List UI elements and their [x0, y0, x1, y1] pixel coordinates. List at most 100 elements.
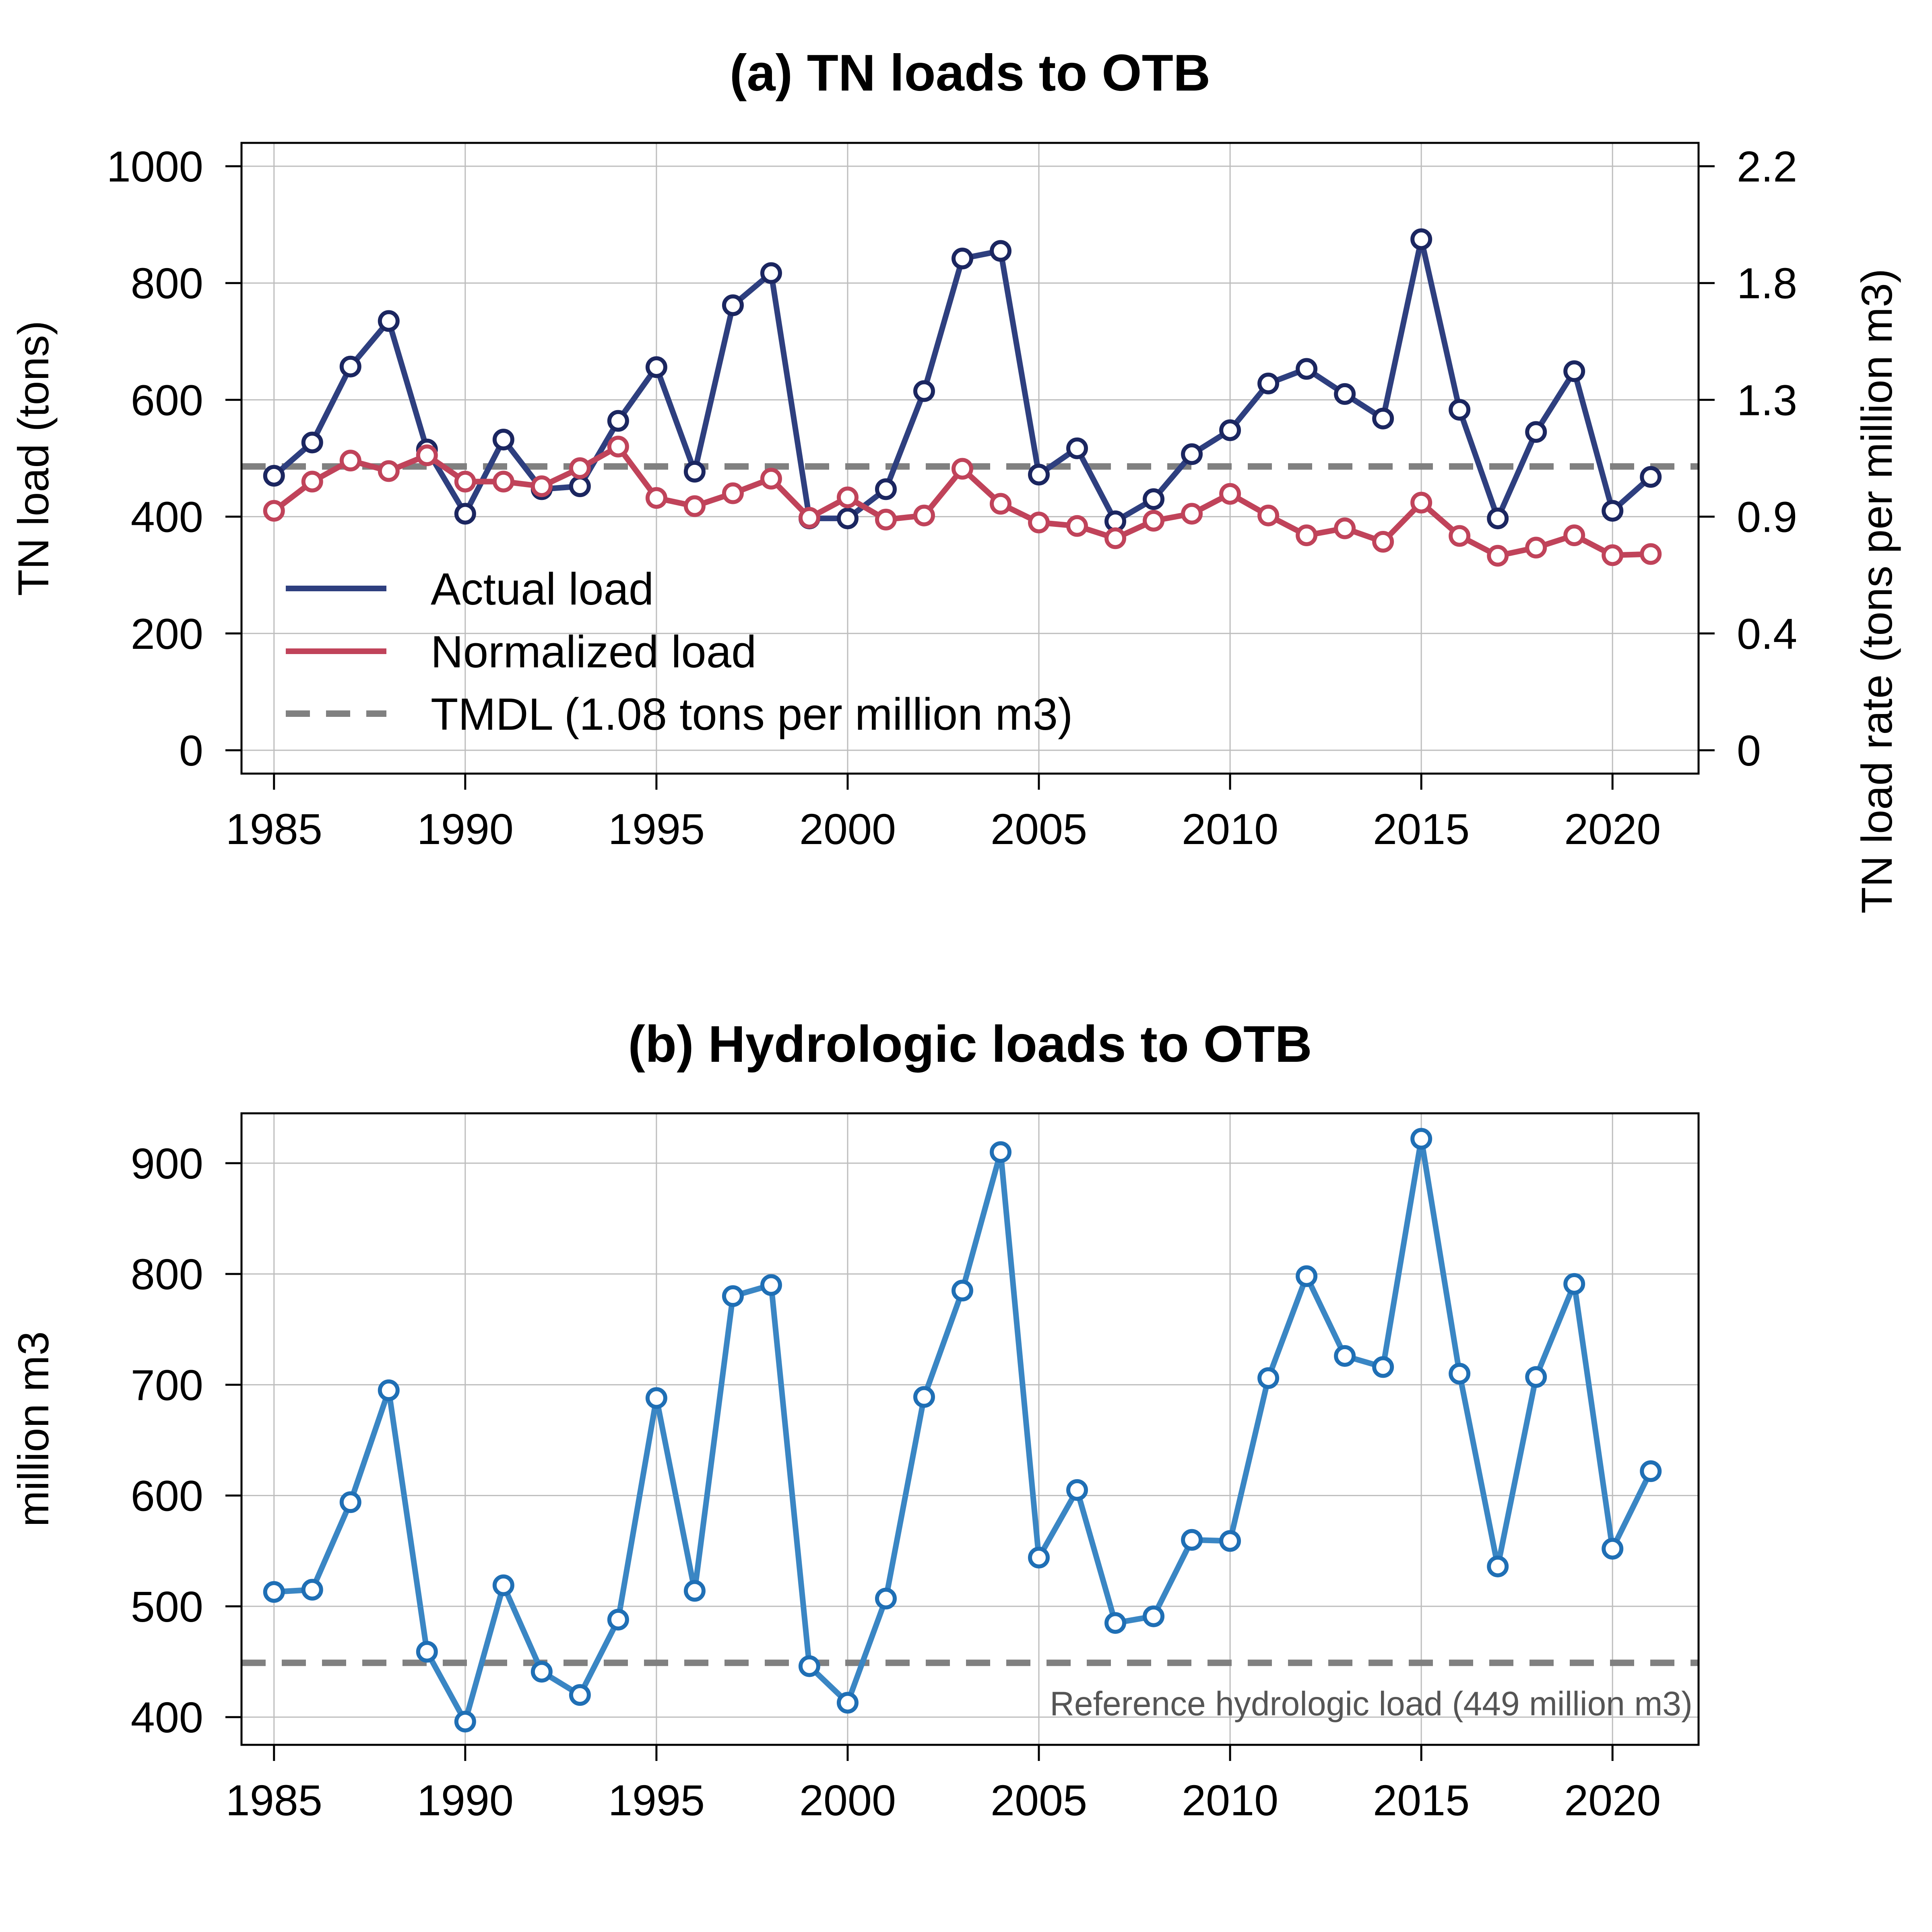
data-point	[836, 1692, 859, 1714]
x-tick-label: 1985	[226, 805, 322, 853]
data-point	[1334, 1345, 1356, 1367]
y-tick-label: 1000	[107, 142, 203, 191]
y-tick-label: 800	[131, 259, 203, 308]
data-point	[1525, 537, 1547, 559]
y2-tick-label: 1.8	[1737, 259, 1797, 308]
data-point	[607, 1608, 629, 1631]
y-tick-label: 600	[131, 376, 203, 424]
data-point	[454, 503, 476, 525]
data-point	[1563, 1273, 1585, 1295]
data-point	[1257, 504, 1280, 526]
data-point	[760, 1274, 782, 1296]
data-point	[798, 507, 820, 529]
y-tick-label: 900	[131, 1139, 203, 1188]
data-point	[569, 475, 591, 497]
data-point	[1449, 1362, 1471, 1385]
data-point	[1334, 383, 1356, 405]
x-tick-label: 2010	[1182, 1776, 1278, 1825]
y2-axis-label: TN load rate (tons per million m3)	[1852, 268, 1901, 914]
data-point	[645, 356, 667, 378]
data-point	[836, 507, 859, 529]
data-point	[1028, 1546, 1050, 1569]
data-point	[1487, 1555, 1509, 1577]
data-point	[530, 1661, 553, 1683]
chart-title: (a) TN loads to OTB	[730, 44, 1211, 102]
data-point	[1104, 1612, 1127, 1634]
data-point	[607, 410, 629, 432]
data-point	[1602, 500, 1624, 522]
data-point	[1640, 543, 1662, 565]
x-tick-label: 1985	[226, 1776, 322, 1825]
data-point	[1257, 1367, 1280, 1389]
data-point	[913, 504, 935, 526]
data-point	[1487, 507, 1509, 529]
data-point	[263, 500, 285, 522]
y-tick-label: 400	[131, 493, 203, 541]
data-point	[913, 380, 935, 402]
x-tick-label: 1990	[417, 805, 514, 853]
data-point	[722, 482, 744, 504]
data-point	[1257, 372, 1280, 394]
data-point	[1640, 466, 1662, 488]
data-point	[530, 475, 553, 497]
data-point	[378, 460, 400, 482]
data-point	[1296, 358, 1318, 380]
data-point	[1449, 525, 1471, 547]
data-point	[263, 1581, 285, 1603]
y2-tick-label: 2.2	[1737, 142, 1797, 191]
data-point	[875, 1587, 897, 1610]
data-point	[951, 458, 973, 480]
data-point	[1143, 488, 1165, 510]
data-point	[1525, 421, 1547, 443]
data-point	[798, 1655, 820, 1677]
data-point	[1028, 464, 1050, 486]
data-point	[1334, 517, 1356, 539]
x-tick-label: 2010	[1182, 805, 1278, 853]
chart-title: (b) Hydrologic loads to OTB	[628, 1016, 1312, 1073]
data-point	[722, 294, 744, 316]
data-point	[301, 431, 323, 454]
data-point	[1372, 407, 1394, 429]
data-point	[1181, 1529, 1203, 1551]
y-axis-label: TN load (tons)	[9, 320, 58, 596]
x-tick-label: 2020	[1564, 1776, 1661, 1825]
data-point	[1563, 524, 1585, 547]
data-point	[378, 310, 400, 332]
data-point	[951, 1280, 973, 1302]
panel-b: 1985 1990 1995 2000 2005 2010 2015 2020 400 500 60…	[9, 1016, 1700, 1825]
data-point	[1181, 503, 1203, 525]
data-point	[1410, 1128, 1432, 1150]
plot-frame	[240, 142, 1700, 775]
data-point	[1066, 515, 1088, 537]
data-point	[416, 1641, 438, 1663]
data-point	[454, 471, 476, 493]
data-point	[1296, 1265, 1318, 1287]
y-tick-label: 0	[179, 726, 203, 775]
data-point	[569, 1684, 591, 1706]
data-point	[683, 460, 706, 483]
y-tick-label: 600	[131, 1472, 203, 1520]
data-point	[1410, 228, 1432, 250]
data-point	[492, 429, 514, 451]
data-point	[492, 471, 514, 493]
y2-tick-label: 1.3	[1737, 376, 1797, 424]
y2-tick-label: 0.4	[1737, 609, 1797, 658]
data-point	[645, 1387, 667, 1409]
series-line-hydrologic-load	[274, 1136, 1653, 1725]
reference-label: Reference hydrologic load (449 million m…	[1050, 1684, 1693, 1722]
data-point	[875, 478, 897, 500]
data-point	[1487, 545, 1509, 567]
legend: Actual load Normalized load TMDL (1.08 ton…	[286, 564, 1073, 739]
panel-a: 1985 1990 1995 2000 2005 2010 2015 2020 0 200 400 6…	[9, 44, 1901, 914]
data-point	[683, 495, 706, 517]
y2-tick-label: 0.9	[1737, 493, 1797, 541]
data-point	[875, 508, 897, 530]
data-point	[492, 1574, 514, 1596]
data-point	[722, 1285, 744, 1307]
data-point	[1028, 512, 1050, 534]
legend-label: TMDL (1.08 tons per million m3)	[431, 689, 1073, 739]
data-point	[1296, 524, 1318, 547]
data-point	[645, 487, 667, 509]
data-point	[1066, 1479, 1088, 1501]
